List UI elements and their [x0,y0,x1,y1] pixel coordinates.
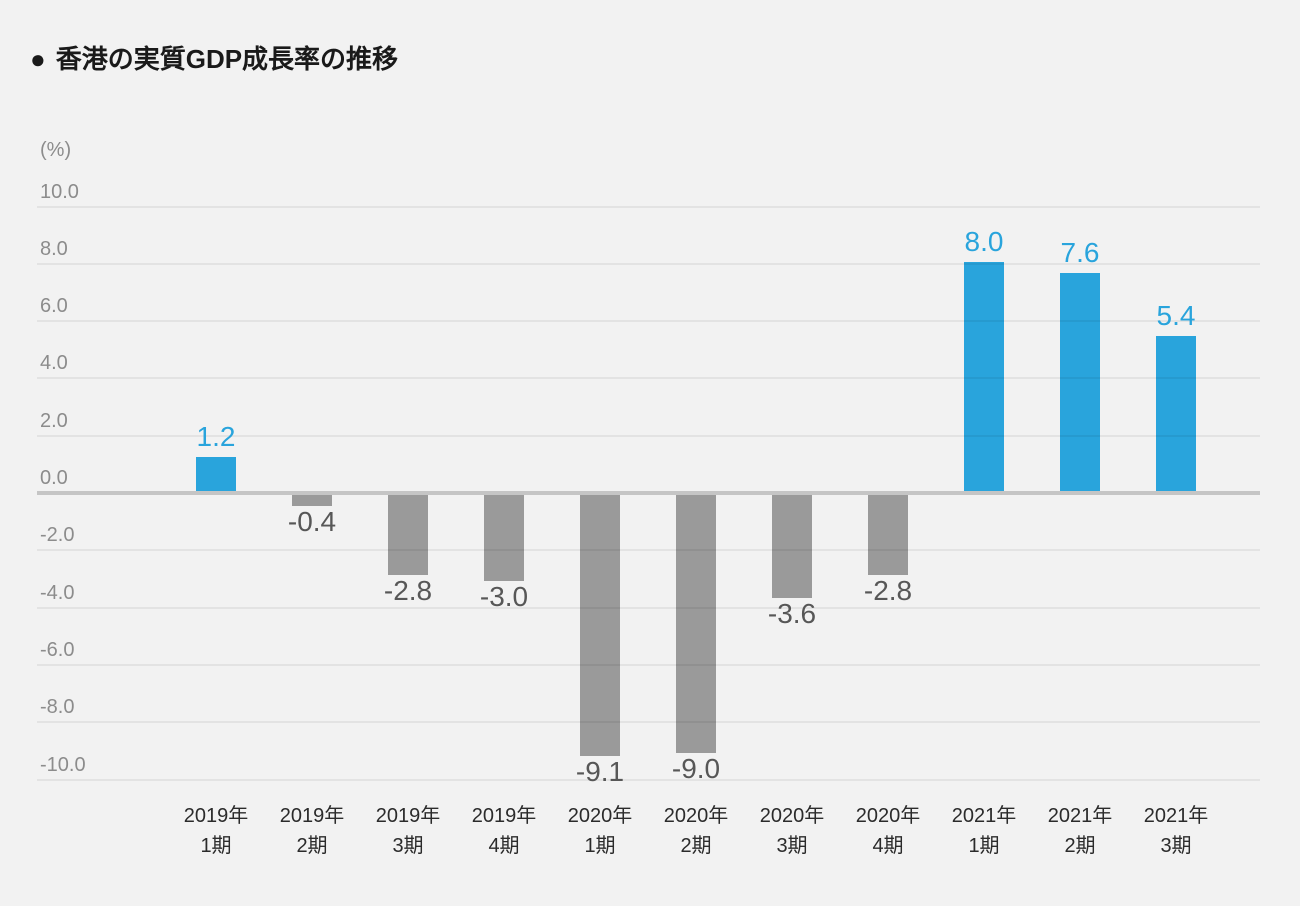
x-category-year: 2019年 [471,805,537,827]
gridline [37,607,1260,609]
zero-line [37,491,1260,495]
y-tick-label: 8.0 [40,238,68,260]
bar-value-label: -2.8 [383,575,433,606]
x-category-quarter: 3期 [1160,835,1192,857]
bar [196,457,236,491]
y-tick-label: 6.0 [40,295,68,317]
bar-value-label: -3.0 [479,581,529,612]
bullet-icon: ● [30,44,46,74]
x-category-quarter: 1期 [584,835,616,857]
bar [292,495,332,506]
gridline [37,779,1260,781]
x-category-label: 2021年 2期 [1020,801,1140,861]
bar-value-label: 8.0 [964,226,1004,257]
x-category-label: 2020年 2期 [636,801,756,861]
x-category-year: 2021年 [1143,805,1209,827]
x-category-year: 2021年 [1047,805,1113,827]
bar [676,495,716,753]
y-tick-label: 4.0 [40,352,68,374]
x-category-label: 2021年 3期 [1116,801,1236,861]
bar-value-label: -9.1 [575,756,625,787]
x-category-year: 2020年 [663,805,729,827]
bar-value-label: 7.6 [1060,237,1100,268]
x-category-quarter: 3期 [392,835,424,857]
x-category-label: 2019年 4期 [444,801,564,861]
bar-value-label: -9.0 [671,753,721,784]
y-tick-label: -10.0 [40,754,86,776]
gridline [37,435,1260,437]
bar-value-label: -0.4 [287,506,337,537]
y-tick-label: -2.0 [40,524,75,546]
bar [772,495,812,598]
gridline [37,377,1260,379]
chart-title-text: 香港の実質GDP成長率の推移 [55,44,399,74]
y-tick-label: -4.0 [40,582,75,604]
x-category-quarter: 1期 [968,835,1000,857]
bar [580,495,620,756]
gridline [37,320,1260,322]
x-category-label: 2021年 1期 [924,801,1044,861]
x-category-quarter: 2期 [1064,835,1096,857]
gridline [37,549,1260,551]
x-category-label: 2020年 1期 [540,801,660,861]
x-category-year: 2019年 [279,805,345,827]
y-tick-label: 10.0 [40,181,79,203]
bar-value-label: 5.4 [1156,300,1196,331]
x-category-quarter: 3期 [776,835,808,857]
x-category-label: 2019年 1期 [156,801,276,861]
x-category-label: 2019年 2期 [252,801,372,861]
x-category-year: 2020年 [567,805,633,827]
x-category-quarter: 2期 [296,835,328,857]
bar [388,495,428,575]
bar-value-label: 1.2 [196,421,236,452]
bar [1156,336,1196,491]
bar-value-label: -3.6 [767,598,817,629]
x-category-year: 2020年 [759,805,825,827]
y-axis-unit-label: (%) [40,139,72,161]
gridline [37,206,1260,208]
bar [868,495,908,575]
gridline [37,664,1260,666]
y-tick-label: -6.0 [40,639,75,661]
x-category-quarter: 2期 [680,835,712,857]
x-category-year: 2021年 [951,805,1017,827]
gridline [37,721,1260,723]
x-category-label: 2019年 3期 [348,801,468,861]
bar-value-label: -2.8 [863,575,913,606]
x-category-year: 2020年 [855,805,921,827]
gridline [37,263,1260,265]
x-category-quarter: 1期 [200,835,232,857]
bar [484,495,524,581]
x-category-quarter: 4期 [488,835,520,857]
y-tick-label: 2.0 [40,410,68,432]
chart-title: ● 香港の実質GDP成長率の推移 [30,44,398,74]
x-category-label: 2020年 4期 [828,801,948,861]
bar [1060,273,1100,491]
bar [964,262,1004,491]
x-category-quarter: 4期 [872,835,904,857]
x-category-year: 2019年 [375,805,441,827]
y-tick-label: -8.0 [40,696,75,718]
x-category-year: 2019年 [183,805,249,827]
y-tick-label: 0.0 [40,467,68,489]
x-category-label: 2020年 3期 [732,801,852,861]
